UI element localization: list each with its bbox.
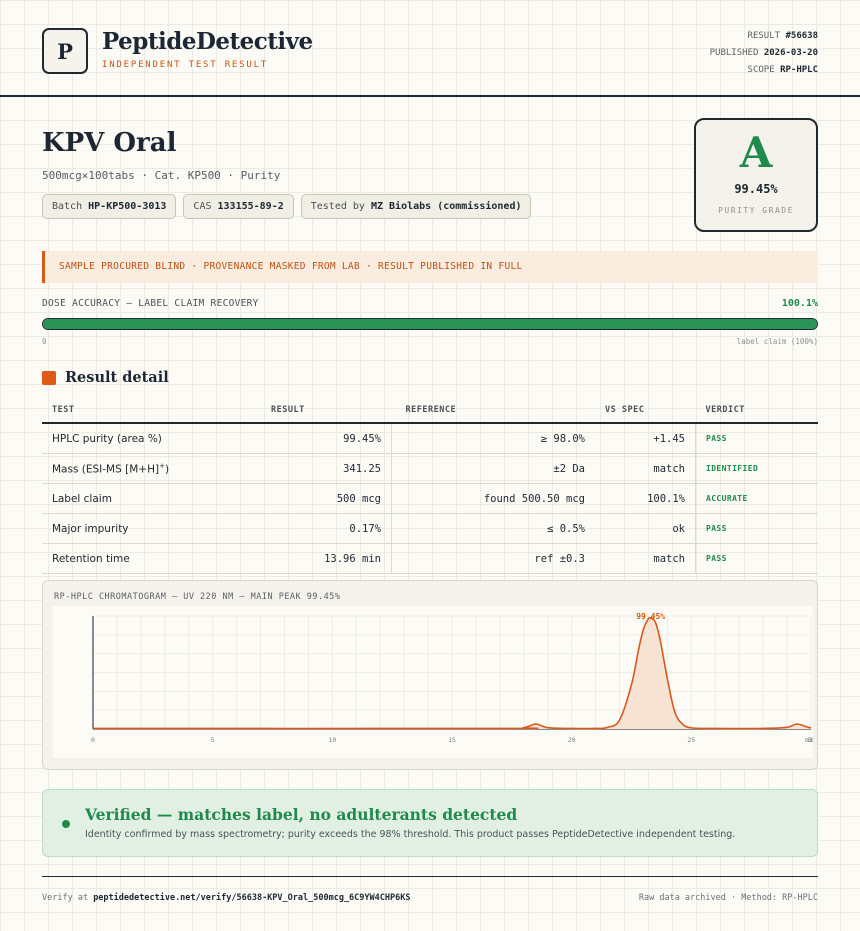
cell-reference: ≥ 98.0% xyxy=(391,423,595,454)
meta-published: PUBLISHED 2026-03-20 xyxy=(709,48,818,58)
chromatogram-card: RP-HPLC CHROMATOGRAM — UV 220 NM — MAIN … xyxy=(42,580,818,770)
product-chips: Batch HP-KP500-3013 CAS 133155-89-2 Test… xyxy=(42,194,532,219)
cell-test: Label claim xyxy=(42,483,257,514)
header-verdict: VERDICT xyxy=(695,398,818,424)
table-header-row: TEST RESULT REFERENCE VS SPEC VERDICT xyxy=(42,398,818,424)
cell-vs-spec: match xyxy=(595,543,696,574)
brand-name: PeptideDetective xyxy=(102,28,313,55)
verify-url[interactable]: peptidedetective.net/verify/56638-KPV_Or… xyxy=(93,893,411,903)
header-vs-spec: VS SPEC xyxy=(595,398,696,424)
dose-progress-bar xyxy=(42,318,818,330)
cell-result: 13.96 min xyxy=(257,543,392,574)
batch-chip: Batch HP-KP500-3013 xyxy=(42,194,177,219)
dose-max-label: label claim (100%) xyxy=(736,337,818,346)
x-tick-label: 0 xyxy=(91,736,95,744)
result-meta: RESULT #56638 PUBLISHED 2026-03-20 SCOPE… xyxy=(710,28,818,79)
cell-verdict: IDENTIFIED xyxy=(695,453,818,484)
x-tick-label: 10 xyxy=(328,736,336,744)
grade-label: PURITY GRADE xyxy=(718,206,794,215)
chromatogram-area-fill xyxy=(93,617,811,729)
table-row: HPLC purity (area %) 99.45% ≥ 98.0% +1.4… xyxy=(42,423,818,454)
chart-title: RP-HPLC CHROMATOGRAM — UV 220 NM — MAIN … xyxy=(54,592,341,602)
grade-letter: A xyxy=(739,128,773,177)
header-test: TEST xyxy=(42,398,257,424)
chromatogram-plot-area: 99.45% 0 5 10 15 20 25 30min xyxy=(53,606,813,758)
product-subtitle: 500mcg×100tabs · Cat. KP500 · Purity xyxy=(42,169,281,182)
section-heading: Result detail xyxy=(42,369,169,386)
table-row: Retention time 13.96 min ref ±0.3 match … xyxy=(42,543,818,574)
x-tick-label: 15 xyxy=(448,736,456,744)
dose-accuracy-value: 100.1% xyxy=(781,298,818,309)
cell-test: Mass (ESI-MS [M+H]+) xyxy=(42,453,257,484)
purity-grade-card: A 99.45% PURITY GRADE xyxy=(694,118,818,232)
cell-reference: ±2 Da xyxy=(391,453,595,484)
table-row: Major impurity 0.17% ≤ 0.5% ok PASS xyxy=(42,513,818,544)
chromatogram-svg: 99.45% 0 5 10 15 20 25 30min xyxy=(91,612,813,744)
verify-link[interactable]: Verify at peptidedetective.net/verify/56… xyxy=(42,893,411,903)
cell-result: 341.25 xyxy=(257,453,392,484)
dose-progress-fill xyxy=(43,319,817,329)
peak-label: 99.45% xyxy=(636,612,665,621)
cell-reference: found 500.50 mcg xyxy=(391,483,595,514)
meta-result: RESULT #56638 xyxy=(747,31,818,41)
verified-title: Verified — matches label, no adulterants… xyxy=(85,805,518,824)
cas-chip: CAS 133155-89-2 xyxy=(183,194,294,219)
cell-test: Retention time xyxy=(42,543,257,574)
cell-reference: ≤ 0.5% xyxy=(391,513,595,544)
footer-divider xyxy=(42,876,818,877)
chromatogram-line xyxy=(92,616,812,730)
meta-scope: SCOPE RP-HPLC xyxy=(747,65,818,75)
report-header: P PeptideDetective INDEPENDENT TEST RESU… xyxy=(0,0,860,97)
cell-reference: ref ±0.3 xyxy=(391,543,595,574)
cell-test: Major impurity xyxy=(42,513,257,544)
header-reference: REFERENCE xyxy=(391,398,595,424)
blind-notice-banner: SAMPLE PROCURED BLIND · PROVENANCE MASKE… xyxy=(42,251,818,283)
cell-vs-spec: 100.1% xyxy=(595,483,696,514)
x-tick-label: 30 xyxy=(807,736,813,744)
x-tick-label: 5 xyxy=(211,736,215,744)
table-row: Label claim 500 mcg found 500.50 mcg 100… xyxy=(42,483,818,514)
x-tick-label: 25 xyxy=(687,736,695,744)
verified-banner: Verified — matches label, no adulterants… xyxy=(42,789,818,857)
section-marker-icon xyxy=(42,370,56,385)
tested-by-chip: Tested by MZ Biolabs (commissioned) xyxy=(300,194,532,219)
cell-verdict: ACCURATE xyxy=(695,483,818,514)
x-unit-label: min xyxy=(805,736,813,744)
table-row: Mass (ESI-MS [M+H]+) 341.25 ±2 Da match … xyxy=(42,453,818,484)
logo: P xyxy=(42,28,88,74)
section-title: Result detail xyxy=(65,369,169,386)
cell-vs-spec: +1.45 xyxy=(595,423,696,454)
cell-vs-spec: ok xyxy=(595,513,696,544)
brand-tagline: INDEPENDENT TEST RESULT xyxy=(102,60,269,70)
cell-verdict: PASS xyxy=(695,543,818,574)
cell-result: 99.45% xyxy=(257,423,392,454)
grade-value: 99.45% xyxy=(734,182,778,196)
header-result: RESULT xyxy=(257,398,392,424)
dose-min-label: 0 xyxy=(42,337,47,346)
x-tick-label: 20 xyxy=(568,736,576,744)
cell-result: 500 mcg xyxy=(257,483,392,514)
cell-vs-spec: match xyxy=(595,453,696,484)
results-table: TEST RESULT REFERENCE VS SPEC VERDICT HP… xyxy=(42,398,818,574)
cell-verdict: PASS xyxy=(695,423,818,454)
cell-test: HPLC purity (area %) xyxy=(42,423,257,454)
cell-verdict: PASS xyxy=(695,513,818,544)
cell-result: 0.17% xyxy=(257,513,392,544)
footer-method: Raw data archived · Method: RP-HPLC xyxy=(638,893,818,903)
product-title: KPV Oral xyxy=(42,128,177,158)
verified-dot-icon xyxy=(62,820,70,828)
verified-text: Identity confirmed by mass spectrometry;… xyxy=(85,829,736,840)
dose-accuracy-label: DOSE ACCURACY — LABEL CLAIM RECOVERY xyxy=(42,298,259,309)
